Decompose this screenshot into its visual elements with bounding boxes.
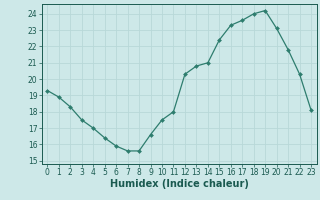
X-axis label: Humidex (Indice chaleur): Humidex (Indice chaleur) — [110, 179, 249, 189]
